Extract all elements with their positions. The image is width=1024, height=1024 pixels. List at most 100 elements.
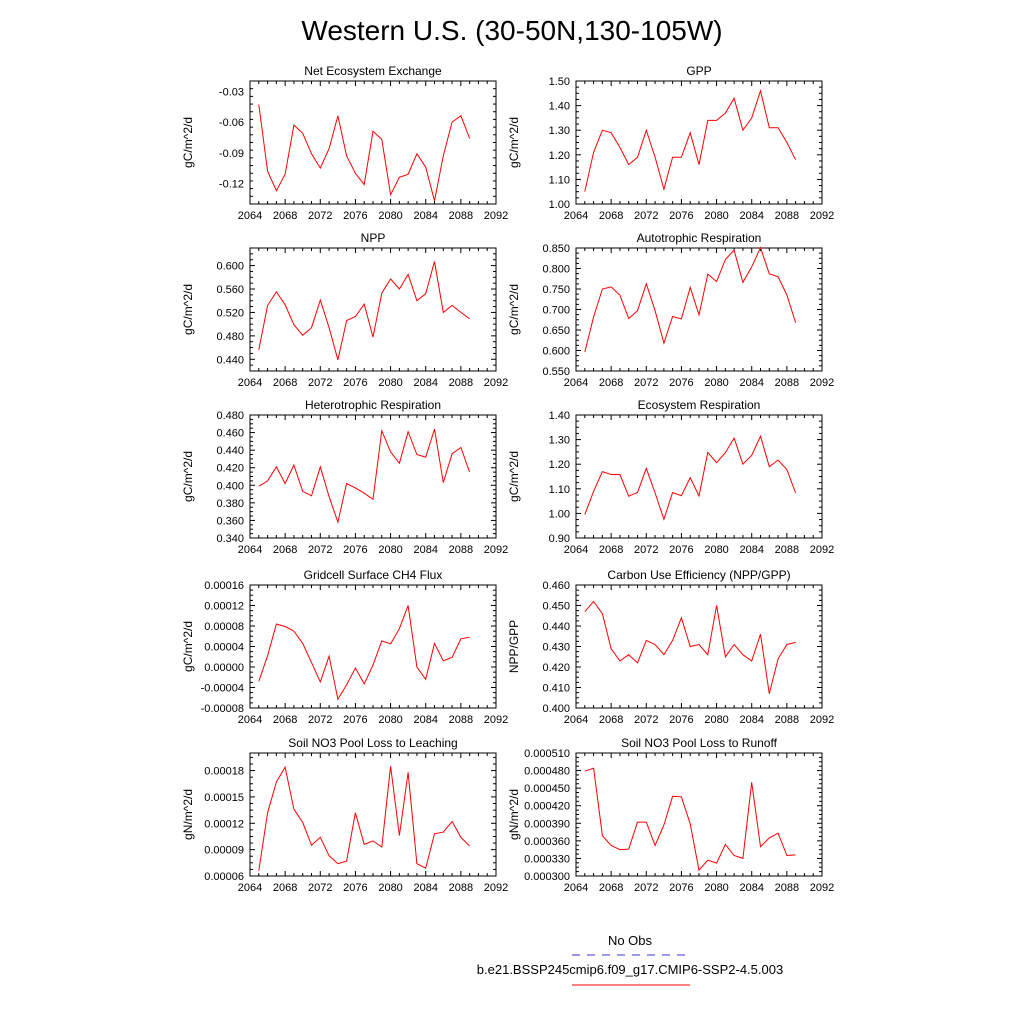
x-tick-label: 2076 bbox=[669, 210, 693, 222]
x-tick-label: 2064 bbox=[564, 210, 588, 222]
x-tick-label: 2068 bbox=[273, 882, 297, 894]
x-tick-label: 2072 bbox=[634, 377, 658, 389]
y-tick-label: 0.380 bbox=[216, 498, 244, 510]
y-tick-label: 0.00008 bbox=[204, 621, 244, 633]
y-tick-label: 0.560 bbox=[216, 284, 244, 296]
series-line bbox=[258, 261, 470, 361]
y-tick-label: 1.30 bbox=[549, 435, 570, 447]
x-tick-label: 2092 bbox=[810, 377, 834, 389]
y-tick-label: 0.460 bbox=[216, 428, 244, 440]
x-tick-label: 2072 bbox=[308, 882, 332, 894]
x-tick-label: 2080 bbox=[378, 377, 402, 389]
y-tick-label: 0.520 bbox=[216, 307, 244, 319]
panel-title: Heterotrophic Respiration bbox=[305, 398, 441, 412]
plot-frame bbox=[575, 752, 823, 877]
x-tick-label: 2072 bbox=[308, 377, 332, 389]
y-tick-label: 0.600 bbox=[542, 346, 570, 358]
series-line bbox=[584, 767, 796, 872]
plot-frame bbox=[575, 80, 823, 205]
y-tick-label: 0.850 bbox=[542, 243, 570, 255]
y-tick-label: 0.800 bbox=[542, 264, 570, 276]
x-tick-label: 2084 bbox=[413, 882, 437, 894]
x-tick-label: 2072 bbox=[308, 544, 332, 556]
x-tick-label: 2064 bbox=[238, 544, 262, 556]
panel-8: Soil NO3 Pool Loss to Leaching gN/m^2/d 20… bbox=[181, 736, 508, 894]
series-line bbox=[584, 88, 797, 192]
x-tick-label: 2072 bbox=[634, 714, 658, 726]
x-tick-label: 2084 bbox=[739, 882, 763, 894]
panel-1: GPP gC/m^2/d 2064 2068 2072 2076 2080 2084 2088 2… bbox=[507, 64, 834, 222]
y-tick-label: -0.09 bbox=[219, 148, 244, 160]
panel-title: Net Ecosystem Exchange bbox=[304, 64, 442, 78]
y-tick-label: 0.000360 bbox=[524, 836, 570, 848]
legend-label-no-obs: No Obs bbox=[608, 933, 653, 948]
x-tick-label: 2092 bbox=[484, 377, 508, 389]
y-tick-label: 0.000390 bbox=[524, 818, 570, 830]
panel-grid: Net Ecosystem Exchange gC/m^2/d 2064 2068 20… bbox=[181, 64, 834, 894]
y-tick-label: 0.00006 bbox=[204, 871, 244, 883]
x-tick-label: 2068 bbox=[273, 544, 297, 556]
y-tick-label: 0.00012 bbox=[204, 818, 244, 830]
x-tick-label: 2068 bbox=[273, 210, 297, 222]
x-tick-label: 2080 bbox=[378, 882, 402, 894]
y-tick-label: -0.06 bbox=[219, 117, 244, 129]
y-tick-label: 0.000420 bbox=[524, 801, 570, 813]
y-tick-label: 0.480 bbox=[216, 410, 244, 422]
series-line bbox=[258, 605, 470, 701]
y-tick-label: 1.40 bbox=[549, 101, 570, 113]
panel-2: NPP gC/m^2/d 2064 2068 2072 2076 2080 2084 2088 2… bbox=[181, 231, 508, 389]
x-tick-label: 2080 bbox=[704, 377, 728, 389]
x-tick-label: 2084 bbox=[739, 544, 763, 556]
x-tick-label: 2068 bbox=[599, 377, 623, 389]
y-axis-label: gC/m^2/d bbox=[507, 117, 521, 168]
y-tick-label: 0.400 bbox=[216, 480, 244, 492]
y-tick-label: 0.550 bbox=[542, 366, 570, 378]
y-tick-label: 0.90 bbox=[549, 533, 570, 545]
x-tick-label: 2084 bbox=[739, 377, 763, 389]
y-tick-label: 0.480 bbox=[216, 331, 244, 343]
y-axis-label: gC/m^2/d bbox=[181, 621, 195, 672]
y-tick-label: -0.12 bbox=[219, 179, 244, 191]
x-tick-label: 2088 bbox=[775, 544, 799, 556]
y-tick-label: -0.00004 bbox=[201, 683, 244, 695]
x-tick-label: 2072 bbox=[308, 210, 332, 222]
legend: No Obs b.e21.BSSP245cmip6.f09_g17.CMIP6-… bbox=[477, 933, 783, 986]
x-tick-label: 2080 bbox=[378, 714, 402, 726]
y-tick-label: 1.50 bbox=[549, 76, 570, 88]
x-tick-label: 2084 bbox=[739, 210, 763, 222]
y-tick-label: 0.750 bbox=[542, 284, 570, 296]
y-tick-label: 0.450 bbox=[542, 601, 570, 613]
y-tick-label: 0.000450 bbox=[524, 783, 570, 795]
x-tick-label: 2084 bbox=[413, 210, 437, 222]
y-tick-label: 0.000300 bbox=[524, 871, 570, 883]
plot-frame bbox=[249, 752, 497, 877]
panel-7: Carbon Use Efficiency (NPP/GPP) NPP/GPP 20… bbox=[507, 568, 834, 726]
x-tick-label: 2084 bbox=[739, 714, 763, 726]
y-tick-label: 1.10 bbox=[549, 484, 570, 496]
x-tick-label: 2064 bbox=[564, 377, 588, 389]
x-tick-label: 2064 bbox=[238, 377, 262, 389]
x-tick-label: 2092 bbox=[484, 882, 508, 894]
y-tick-label: 1.00 bbox=[549, 199, 570, 211]
y-tick-label: 0.000330 bbox=[524, 853, 570, 865]
x-tick-label: 2088 bbox=[449, 544, 473, 556]
y-tick-label: 1.20 bbox=[549, 150, 570, 162]
x-tick-label: 2084 bbox=[413, 377, 437, 389]
y-axis-label: gC/m^2/d bbox=[507, 451, 521, 502]
y-tick-label: 0.420 bbox=[216, 463, 244, 475]
plot-frame bbox=[249, 584, 497, 709]
x-tick-label: 2076 bbox=[343, 544, 367, 556]
y-axis-label: gC/m^2/d bbox=[181, 451, 195, 502]
y-tick-label: 0.650 bbox=[542, 325, 570, 337]
panel-title: Gridcell Surface CH4 Flux bbox=[304, 568, 443, 582]
panel-title: Autotrophic Respiration bbox=[637, 231, 762, 245]
x-tick-label: 2064 bbox=[238, 210, 262, 222]
y-axis-label: gN/m^2/d bbox=[181, 789, 195, 840]
x-tick-label: 2072 bbox=[634, 544, 658, 556]
plot-frame bbox=[575, 247, 823, 372]
panel-title: NPP bbox=[361, 231, 386, 245]
x-tick-label: 2068 bbox=[273, 714, 297, 726]
panel-0: Net Ecosystem Exchange gC/m^2/d 2064 2068 20… bbox=[181, 64, 508, 222]
y-tick-label: 0.00015 bbox=[204, 792, 244, 804]
x-tick-label: 2064 bbox=[564, 882, 588, 894]
